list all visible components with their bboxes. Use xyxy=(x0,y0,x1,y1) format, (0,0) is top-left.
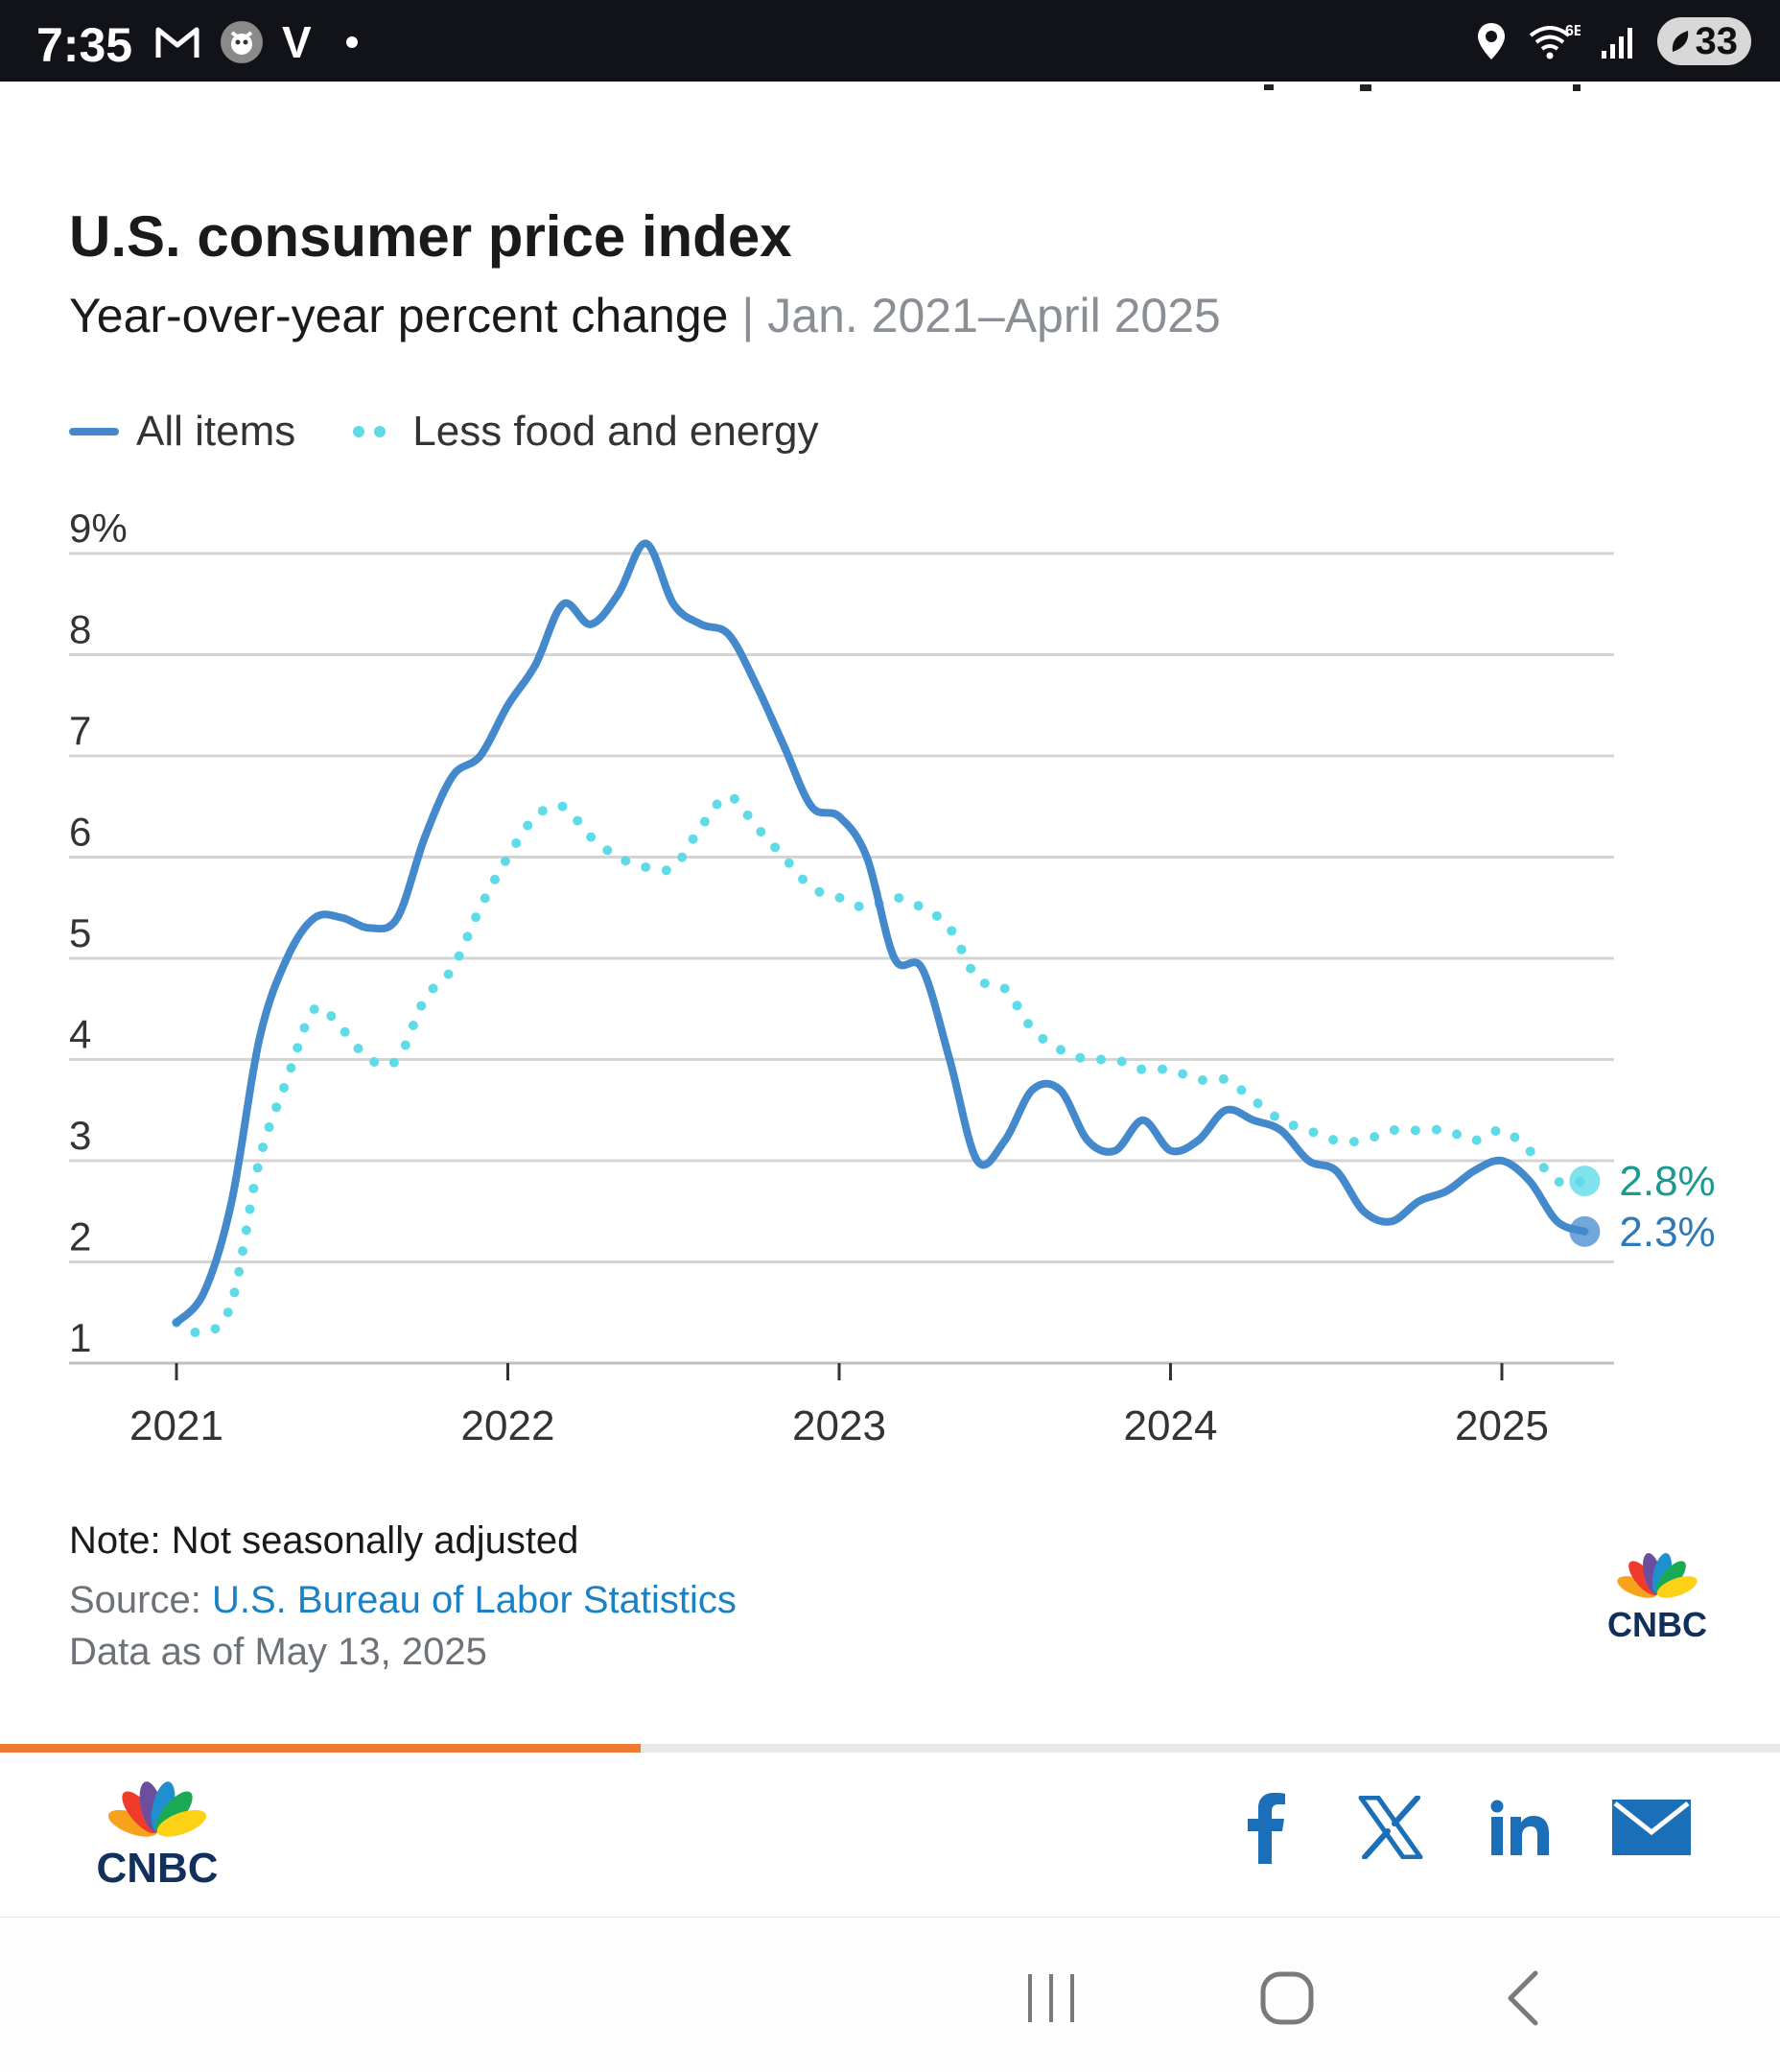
notification-icons: V xyxy=(153,17,358,67)
cnbc-wordmark: CNBC xyxy=(96,1845,219,1892)
chart-subtitle: Year-over-year percent change | Jan. 202… xyxy=(69,288,1221,343)
y-tick-label: 7 xyxy=(69,708,91,753)
x-tick-label: 2025 xyxy=(1455,1402,1549,1449)
chart-note: Note: Not seasonally adjusted xyxy=(69,1519,579,1562)
x-tick-label: 2023 xyxy=(792,1402,886,1449)
signal-icon xyxy=(1601,28,1632,59)
source-label: Source: xyxy=(69,1579,201,1621)
subtitle-separator: | xyxy=(741,289,755,342)
chart-source: Source: U.S. Bureau of Labor Statistics xyxy=(69,1579,737,1622)
legend-label-core: Less food and energy xyxy=(412,408,819,455)
y-tick-label: 2 xyxy=(69,1214,91,1260)
network-type: 6E xyxy=(1565,23,1581,39)
end-label-less-food-energy: 2.8% xyxy=(1619,1158,1715,1205)
clipped-text-fragment xyxy=(1264,84,1581,91)
chart-legend: All items Less food and energy xyxy=(69,407,818,457)
notification-dot-icon xyxy=(345,36,358,48)
clipped-article-text xyxy=(0,82,1780,91)
reading-progress-bar xyxy=(0,1744,1780,1753)
carrier-mark: V xyxy=(282,17,312,67)
battery-indicator: 33 xyxy=(1656,17,1751,65)
source-link[interactable]: U.S. Bureau of Labor Statistics xyxy=(211,1579,737,1621)
legend-swatch-core xyxy=(353,426,386,437)
reading-progress-fill xyxy=(0,1744,642,1753)
recent-apps-icon[interactable] xyxy=(1024,1971,1078,2025)
y-tick-label: 3 xyxy=(69,1113,91,1158)
data-as-of: Data as of May 13, 2025 xyxy=(69,1631,487,1673)
x-tick-label: 2022 xyxy=(461,1402,555,1449)
back-icon[interactable] xyxy=(1504,1969,1542,2027)
legend-swatch-all-items xyxy=(69,428,119,436)
wifi-icon: 6E xyxy=(1529,23,1581,59)
end-marker-less-food-energy xyxy=(1569,1166,1601,1197)
facebook-icon xyxy=(1248,1793,1285,1864)
y-tick-label: 5 xyxy=(69,910,91,955)
system-icons: 6E 33 xyxy=(1475,17,1751,65)
y-tick-label: 6 xyxy=(69,810,91,855)
linkedin-icon xyxy=(1490,1800,1549,1855)
status-time: 7:35 xyxy=(36,18,133,72)
y-tick-label: 8 xyxy=(69,607,91,652)
battery-saver-icon xyxy=(1672,31,1688,52)
share-linkedin-button[interactable] xyxy=(1482,1786,1558,1869)
cnbc-logo[interactable]: CNBC xyxy=(92,1773,222,1891)
subtitle-date-range: Jan. 2021–April 2025 xyxy=(767,289,1221,342)
end-label-all-items: 2.3% xyxy=(1619,1209,1715,1256)
legend-label-all-items: All items xyxy=(136,408,296,455)
series-line-all-items xyxy=(173,539,1589,1327)
y-tick-label: 9% xyxy=(69,506,128,551)
peacock-icon xyxy=(107,1781,207,1837)
series-line-less-food-energy xyxy=(172,791,1590,1338)
x-tick-label: 2021 xyxy=(129,1402,223,1449)
home-icon[interactable] xyxy=(1258,1969,1316,2027)
share-email-button[interactable] xyxy=(1607,1786,1696,1869)
x-icon xyxy=(1358,1796,1423,1859)
chart-title: U.S. consumer price index xyxy=(69,204,792,269)
y-tick-label: 1 xyxy=(69,1315,91,1360)
share-x-button[interactable] xyxy=(1352,1786,1429,1869)
battery-level: 33 xyxy=(1695,19,1739,62)
status-bar: 7:35 V 6E xyxy=(0,0,1780,82)
peacock-icon xyxy=(1617,1553,1698,1598)
gmail-icon xyxy=(155,27,199,58)
email-icon xyxy=(1612,1800,1691,1855)
share-facebook-button[interactable] xyxy=(1232,1786,1300,1869)
x-tick-label: 2024 xyxy=(1124,1402,1218,1449)
subtitle-measure: Year-over-year percent change xyxy=(69,289,729,342)
system-navigation-bar xyxy=(0,1917,1780,2072)
app-notification-icon xyxy=(221,21,263,63)
cnbc-logo-small: CNBC xyxy=(1604,1546,1711,1643)
location-icon xyxy=(1477,23,1505,59)
cnbc-wordmark-small: CNBC xyxy=(1607,1605,1707,1644)
y-tick-label: 4 xyxy=(69,1012,91,1057)
cpi-line-chart: 1 2 3 4 5 6 7 8 9% 2021 2022 2023 2024 2025 2.3%2.8% xyxy=(69,506,1716,1449)
end-marker-all-items xyxy=(1569,1215,1601,1247)
